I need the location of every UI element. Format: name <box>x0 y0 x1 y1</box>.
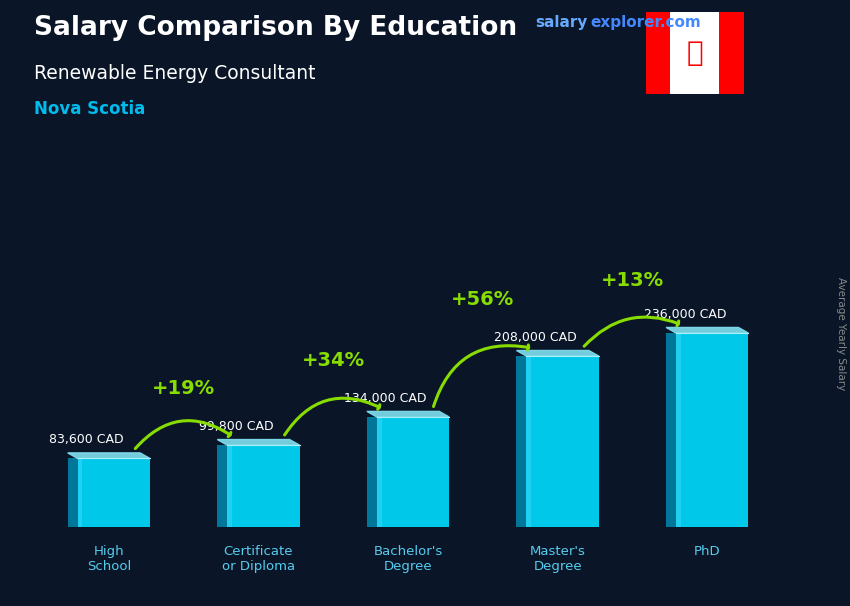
Text: Renewable Energy Consultant: Renewable Energy Consultant <box>34 64 315 82</box>
FancyBboxPatch shape <box>517 356 526 527</box>
Polygon shape <box>517 350 598 356</box>
Text: 83,600 CAD: 83,600 CAD <box>49 433 123 446</box>
Text: Master's
Degree: Master's Degree <box>530 545 586 573</box>
FancyBboxPatch shape <box>526 356 531 527</box>
FancyBboxPatch shape <box>68 458 77 527</box>
Text: explorer.com: explorer.com <box>591 15 701 30</box>
Text: Salary Comparison By Education: Salary Comparison By Education <box>34 15 517 41</box>
Text: +13%: +13% <box>601 271 664 290</box>
Polygon shape <box>666 327 748 333</box>
Bar <box>719 12 744 94</box>
Text: 236,000 CAD: 236,000 CAD <box>643 308 726 321</box>
FancyBboxPatch shape <box>367 417 377 527</box>
Text: Nova Scotia: Nova Scotia <box>34 100 145 118</box>
FancyBboxPatch shape <box>377 417 449 527</box>
Text: 99,800 CAD: 99,800 CAD <box>199 420 273 433</box>
Text: salary: salary <box>536 15 588 30</box>
Text: 208,000 CAD: 208,000 CAD <box>494 331 576 344</box>
Text: 134,000 CAD: 134,000 CAD <box>344 391 427 405</box>
Polygon shape <box>68 453 150 458</box>
FancyBboxPatch shape <box>77 458 150 527</box>
FancyBboxPatch shape <box>676 333 681 527</box>
FancyBboxPatch shape <box>227 445 299 527</box>
Polygon shape <box>367 411 449 417</box>
Text: Average Yearly Salary: Average Yearly Salary <box>836 277 846 390</box>
FancyBboxPatch shape <box>218 445 227 527</box>
Text: Certificate
or Diploma: Certificate or Diploma <box>222 545 295 573</box>
Text: 🍁: 🍁 <box>687 39 703 67</box>
Text: +19%: +19% <box>152 379 215 398</box>
FancyBboxPatch shape <box>676 333 748 527</box>
FancyBboxPatch shape <box>227 445 232 527</box>
Bar <box>646 12 671 94</box>
Text: PhD: PhD <box>694 545 721 558</box>
Polygon shape <box>218 439 299 445</box>
FancyBboxPatch shape <box>77 458 82 527</box>
Text: +34%: +34% <box>302 351 365 370</box>
Text: Bachelor's
Degree: Bachelor's Degree <box>373 545 443 573</box>
FancyBboxPatch shape <box>526 356 598 527</box>
Text: High
School: High School <box>87 545 131 573</box>
FancyBboxPatch shape <box>666 333 676 527</box>
FancyBboxPatch shape <box>377 417 382 527</box>
Text: +56%: +56% <box>451 290 514 309</box>
